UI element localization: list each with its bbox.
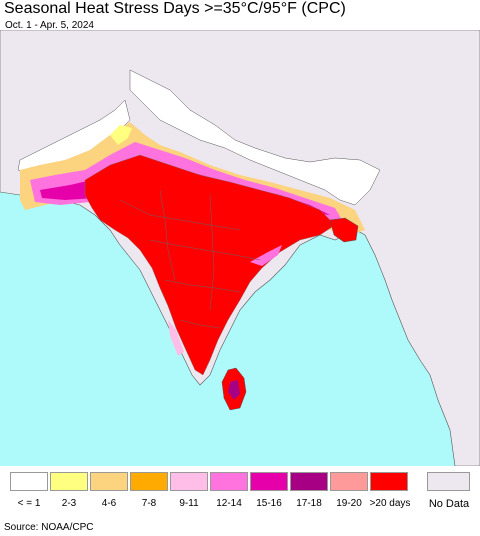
legend-label-0: < = 1: [17, 498, 41, 509]
coast-pink-east: [250, 245, 282, 266]
coast-pink-west: [168, 320, 184, 356]
legend-label-2: 4-6: [101, 498, 117, 509]
date-range: Oct. 1 - Apr. 5, 2024: [5, 20, 94, 31]
legend-label-5: 12-14: [216, 498, 242, 509]
legend-swatch-0: [10, 472, 48, 491]
sri-lanka-inner: [228, 380, 240, 400]
legend-swatch-9: [370, 472, 408, 491]
legend-swatch-8: [330, 472, 368, 491]
legend-swatch-6: [250, 472, 288, 491]
legend-label-1: 2-3: [61, 498, 77, 509]
legend-swatch-5: [210, 472, 248, 491]
source-credit: Source: NOAA/CPC: [4, 522, 94, 533]
legend-nodata-swatch: [427, 472, 470, 491]
fringe-yellow: [110, 125, 132, 145]
bangladesh: [329, 217, 359, 243]
legend-label-8: 19-20: [336, 498, 362, 509]
legend-label-4: 9-11: [179, 498, 199, 509]
legend-swatch-2: [90, 472, 128, 491]
low-days-region: [129, 69, 381, 206]
map-title: Seasonal Heat Stress Days >=35°C/95°F (C…: [4, 0, 346, 17]
legend-swatch-7: [290, 472, 328, 491]
internal-borders: [119, 189, 261, 329]
legend-swatch-3: [130, 472, 168, 491]
legend-swatch-4: [170, 472, 208, 491]
legend-swatch-1: [50, 472, 88, 491]
legend-label-7: 17-18: [296, 498, 322, 509]
legend-nodata-label: No Data: [428, 498, 470, 510]
legend-label-3: 7-8: [141, 498, 157, 509]
heat-stress-map: [0, 30, 480, 466]
legend-label-6: 15-16: [256, 498, 282, 509]
legend-label-9: >20 days: [369, 498, 411, 509]
core-red-region: [84, 154, 336, 376]
